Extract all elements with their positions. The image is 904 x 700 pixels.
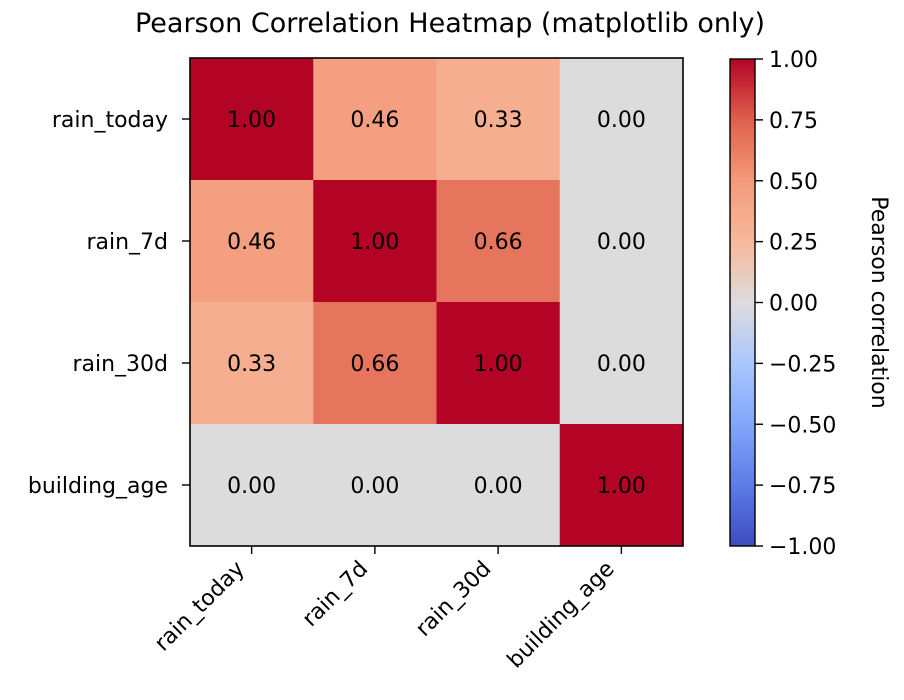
heatmap-cell xyxy=(436,58,561,181)
cell-value-label: 1.00 xyxy=(474,352,523,377)
cell-value-label: 0.46 xyxy=(350,108,399,133)
colorbar-tick-label: 1.00 xyxy=(769,48,818,73)
colorbar-tick-label: −0.75 xyxy=(769,474,836,499)
cell-value-label: 0.33 xyxy=(474,108,523,133)
cell-value-label: 0.66 xyxy=(350,352,399,377)
y-tick-label: rain_today xyxy=(52,108,168,133)
heatmap-cells xyxy=(190,58,684,547)
cell-value-label: 0.33 xyxy=(227,352,276,377)
heatmap-cell xyxy=(190,180,314,303)
heatmap-cell xyxy=(313,302,437,425)
colorbar-tick-label: 0.00 xyxy=(769,292,818,317)
heatmap-cell xyxy=(559,180,684,303)
heatmap-cell xyxy=(190,58,314,181)
colorbar-tick-label: −0.25 xyxy=(769,352,836,377)
cell-value-label: 0.00 xyxy=(597,108,646,133)
chart-title: Pearson Correlation Heatmap (matplotlib … xyxy=(135,8,765,39)
heatmap-cell xyxy=(559,424,684,547)
heatmap-cell xyxy=(190,302,314,425)
heatmap-cell xyxy=(436,302,561,425)
cell-value-label: 0.00 xyxy=(597,352,646,377)
y-axis: rain_today rain_7d rain_30d building_age xyxy=(28,108,190,499)
colorbar-gradient xyxy=(729,58,756,547)
heatmap-cell xyxy=(436,180,561,303)
heatmap-cell xyxy=(313,180,437,303)
cell-value-label: 1.00 xyxy=(227,108,276,133)
heatmap-cell xyxy=(313,424,437,547)
colorbar-tick-label: −1.00 xyxy=(769,535,836,560)
heatmap-cell xyxy=(559,302,684,425)
cell-value-label: 0.00 xyxy=(474,474,523,499)
cell-value-label: 0.66 xyxy=(474,230,523,255)
x-tick-label: rain_7d xyxy=(298,557,373,632)
y-tick-label: building_age xyxy=(28,474,168,499)
colorbar-tick-label: 0.50 xyxy=(769,170,818,195)
x-axis: rain_today rain_7d rain_30d building_age xyxy=(150,546,623,674)
colorbar-label: Pearson correlation xyxy=(866,196,891,408)
cell-value-label: 0.00 xyxy=(597,230,646,255)
cell-value-label: 0.46 xyxy=(227,230,276,255)
x-tick-label: building_age xyxy=(503,557,620,674)
x-tick-label: rain_today xyxy=(150,557,250,657)
x-tick-label: rain_30d xyxy=(411,557,496,642)
cell-value-label: 1.00 xyxy=(597,474,646,499)
cell-value-label: 0.00 xyxy=(227,474,276,499)
colorbar-tick-label: 0.25 xyxy=(769,231,818,256)
heatmap-cell xyxy=(313,58,437,181)
heatmap-cell xyxy=(436,424,561,547)
heatmap-cell xyxy=(559,58,684,181)
heatmap-cell xyxy=(190,424,314,547)
cell-value-label: 1.00 xyxy=(350,230,399,255)
colorbar-tick-label: 0.75 xyxy=(769,109,818,134)
heatmap-cell-labels: 1.00 0.46 0.33 0.00 0.46 1.00 0.66 0.00 0.33 0.66… xyxy=(227,108,646,499)
colorbar: 1.00 0.75 0.50 0.25 0.00 −0.25 −0.50 −0.75 −1.00… xyxy=(729,48,891,560)
colorbar-tick-label: −0.50 xyxy=(769,413,836,438)
y-tick-label: rain_7d xyxy=(86,230,168,255)
plot-frame xyxy=(189,57,684,547)
cell-value-label: 0.00 xyxy=(350,474,399,499)
y-tick-label: rain_30d xyxy=(72,352,168,377)
colorbar-ticks: 1.00 0.75 0.50 0.25 0.00 −0.25 −0.50 −0.75 −1.00 xyxy=(755,48,836,560)
